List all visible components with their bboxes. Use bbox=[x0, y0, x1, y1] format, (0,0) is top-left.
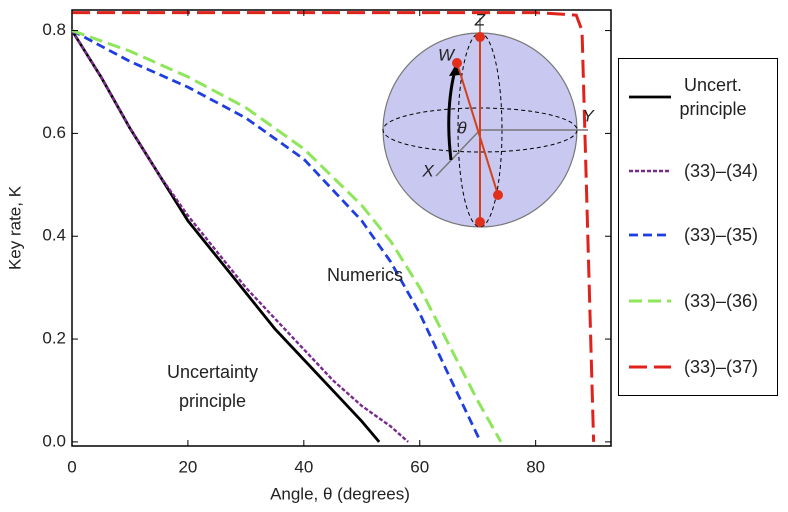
inset-label: X bbox=[421, 161, 434, 180]
y-tick-label: 0.8 bbox=[42, 20, 66, 39]
legend: Uncert. principle (33)–(34) (33)–(35) (33)–… bbox=[618, 58, 778, 396]
annotation: Numerics bbox=[326, 265, 403, 285]
data-line bbox=[71, 29, 482, 443]
legend-entry: (33)–(34) bbox=[627, 145, 769, 197]
inset-label: Z bbox=[474, 10, 486, 29]
y-tick-label: 0.4 bbox=[42, 226, 66, 245]
legend-label: (33)–(34) bbox=[683, 161, 759, 181]
legend-swatch bbox=[629, 299, 671, 303]
legend-label: (33)–(35) bbox=[683, 225, 759, 245]
legend-label: (33)–(37) bbox=[683, 357, 759, 377]
data-line bbox=[71, 29, 503, 443]
legend-swatch bbox=[629, 95, 671, 99]
y-axis-label: Key rate, K bbox=[5, 185, 24, 270]
y-tick-label: 0.0 bbox=[42, 431, 66, 450]
y-tick-label: 0.2 bbox=[42, 329, 66, 348]
inset-label: θ bbox=[457, 118, 467, 137]
x-axis-label: Angle, θ (degrees) bbox=[270, 484, 410, 503]
legend-entry: (33)–(35) bbox=[627, 209, 769, 261]
legend-entry: Uncert. principle bbox=[627, 71, 753, 123]
y-tick-label: 0.6 bbox=[42, 123, 66, 142]
x-tick-label: 20 bbox=[178, 457, 197, 476]
legend-entry: (33)–(36) bbox=[627, 275, 769, 327]
plot-frame bbox=[71, 9, 612, 447]
legend-swatch bbox=[629, 365, 671, 369]
x-tick-label: 0 bbox=[67, 457, 76, 476]
legend-entry: (33)–(37) bbox=[627, 341, 769, 393]
inset-label: Y bbox=[582, 106, 595, 125]
annotation: Uncertainty principle bbox=[166, 362, 259, 411]
legend-swatch bbox=[629, 233, 671, 237]
data-line bbox=[70, 29, 409, 443]
legend-swatch bbox=[629, 169, 671, 173]
inset-label: W bbox=[438, 45, 456, 64]
x-tick-label: 40 bbox=[294, 457, 313, 476]
x-tick-label: 60 bbox=[410, 457, 429, 476]
bloch-sphere: Z W Y X θ bbox=[382, 10, 595, 228]
x-tick-label: 80 bbox=[526, 457, 545, 476]
legend-label: Uncert. principle bbox=[679, 75, 747, 119]
legend-label: (33)–(36) bbox=[683, 291, 759, 311]
